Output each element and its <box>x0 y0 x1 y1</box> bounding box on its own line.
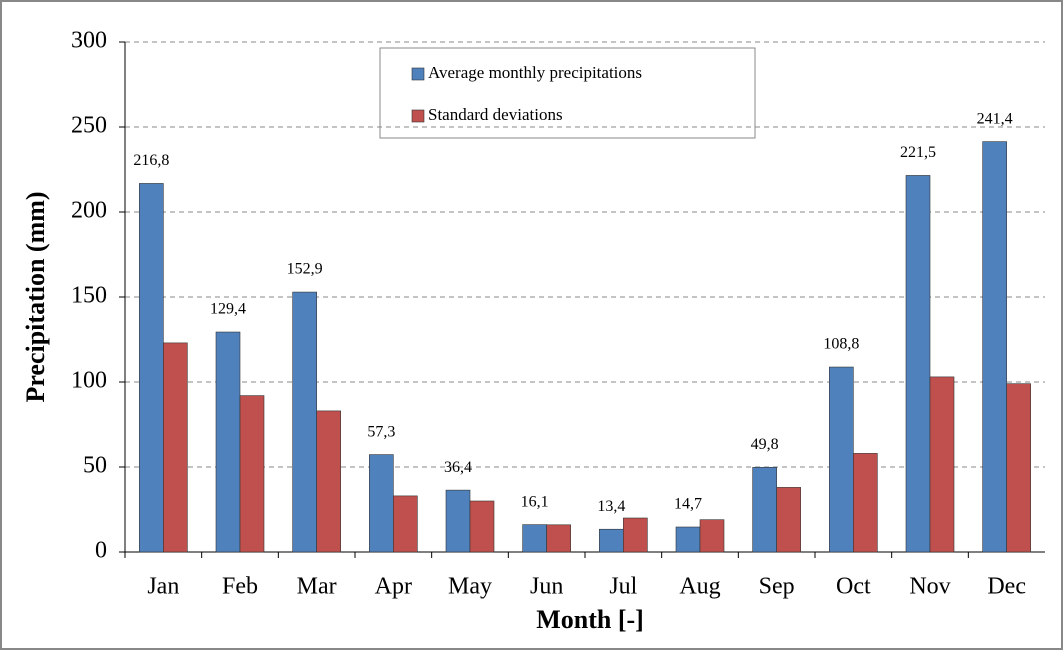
legend <box>379 47 756 139</box>
bar <box>239 395 265 553</box>
y-tick-label: 250 <box>71 113 107 139</box>
value-label: 216,8 <box>133 152 169 169</box>
y-tick-label: 150 <box>71 283 107 309</box>
bar <box>699 519 725 553</box>
x-tick-label: Nov <box>909 574 950 600</box>
bar <box>316 410 341 553</box>
value-label: 221,5 <box>900 144 936 161</box>
bar <box>292 291 317 553</box>
value-label: 13,4 <box>597 498 625 515</box>
value-label: 241,4 <box>977 110 1013 127</box>
legend-label: Average monthly precipitations <box>428 63 642 82</box>
x-tick-label: Dec <box>987 574 1026 600</box>
bar <box>163 342 188 553</box>
legend-swatch <box>411 109 425 123</box>
value-label: 129,4 <box>210 301 246 318</box>
value-label: 57,3 <box>367 423 395 440</box>
y-tick-label: 300 <box>71 28 107 54</box>
bar <box>546 524 571 553</box>
legend-label: Standard deviations <box>428 105 563 124</box>
bar <box>522 524 547 553</box>
bar <box>393 495 418 553</box>
value-label: 36,4 <box>444 459 472 476</box>
bar <box>139 183 164 553</box>
y-tick-label: 0 <box>95 538 107 564</box>
value-label: 16,1 <box>521 493 549 510</box>
x-axis-title: Month [-] <box>536 605 644 634</box>
x-tick-label: Jan <box>147 574 179 600</box>
bar <box>776 487 801 553</box>
y-tick-label: 200 <box>71 198 107 224</box>
bar <box>929 376 955 553</box>
x-tick-label: Oct <box>836 574 871 600</box>
bar <box>675 526 701 553</box>
legend-swatch <box>411 67 425 81</box>
value-label: 152,9 <box>287 261 323 278</box>
x-tick-label: Apr <box>375 574 412 600</box>
x-tick-label: Jul <box>609 574 637 600</box>
y-tick-label: 50 <box>83 453 107 479</box>
y-axis-title: Precipitation (mm) <box>21 191 50 402</box>
bar <box>752 467 777 553</box>
bar <box>469 500 495 553</box>
x-tick-label: May <box>448 574 492 600</box>
bar <box>599 528 624 553</box>
bar <box>1006 383 1031 553</box>
y-tick-label: 100 <box>71 368 107 394</box>
bar <box>215 331 241 553</box>
x-tick-label: Jun <box>530 574 563 600</box>
bar <box>905 175 931 553</box>
bar <box>369 454 394 553</box>
x-tick-label: Feb <box>222 574 258 600</box>
bar <box>853 453 878 553</box>
x-tick-label: Aug <box>679 574 720 600</box>
bar <box>445 489 471 553</box>
bar <box>829 366 854 553</box>
x-tick-label: Sep <box>759 574 795 600</box>
bar <box>623 517 648 553</box>
value-label: 108,8 <box>823 336 859 353</box>
bar <box>982 141 1007 553</box>
value-label: 14,7 <box>674 496 702 513</box>
x-tick-label: Mar <box>297 574 337 600</box>
value-label: 49,8 <box>751 436 779 453</box>
